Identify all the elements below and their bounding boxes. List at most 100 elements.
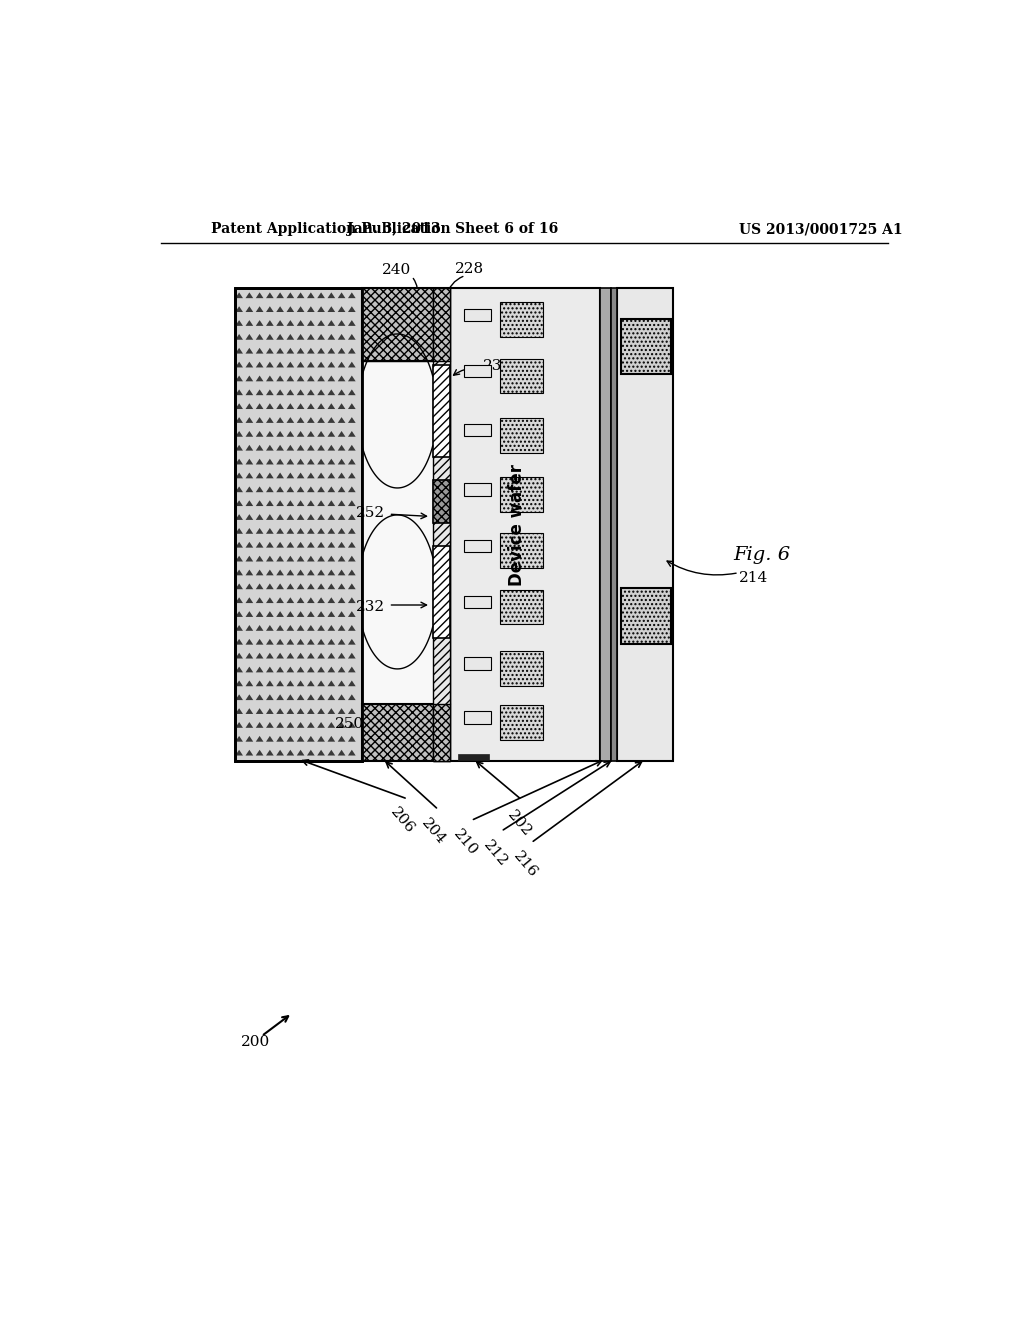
Polygon shape — [256, 708, 263, 714]
Polygon shape — [266, 653, 273, 659]
Polygon shape — [266, 556, 273, 561]
Polygon shape — [236, 583, 243, 589]
Polygon shape — [246, 362, 253, 367]
Polygon shape — [256, 500, 263, 506]
Polygon shape — [297, 722, 304, 727]
Polygon shape — [317, 362, 325, 367]
Polygon shape — [307, 376, 314, 381]
Text: 228: 228 — [455, 261, 484, 276]
Polygon shape — [338, 667, 345, 672]
Polygon shape — [297, 598, 304, 603]
Polygon shape — [338, 543, 345, 548]
Polygon shape — [338, 750, 345, 755]
Polygon shape — [276, 653, 284, 659]
Polygon shape — [236, 362, 243, 367]
Polygon shape — [276, 362, 284, 367]
Polygon shape — [276, 500, 284, 506]
Text: Device wafer: Device wafer — [509, 463, 526, 586]
Polygon shape — [276, 306, 284, 312]
Polygon shape — [287, 376, 294, 381]
Bar — [621, 318, 671, 374]
Polygon shape — [338, 556, 345, 561]
Bar — [500, 478, 543, 512]
Text: 216: 216 — [511, 849, 541, 880]
Polygon shape — [256, 737, 263, 742]
Polygon shape — [287, 750, 294, 755]
Polygon shape — [328, 515, 335, 520]
Polygon shape — [338, 376, 345, 381]
Polygon shape — [287, 667, 294, 672]
Polygon shape — [246, 667, 253, 672]
Polygon shape — [297, 515, 304, 520]
Polygon shape — [317, 750, 325, 755]
Polygon shape — [317, 708, 325, 714]
Polygon shape — [246, 556, 253, 561]
Polygon shape — [338, 473, 345, 478]
Polygon shape — [236, 389, 243, 395]
Polygon shape — [307, 430, 314, 437]
Polygon shape — [246, 543, 253, 548]
Polygon shape — [276, 417, 284, 422]
Polygon shape — [348, 459, 355, 465]
Polygon shape — [307, 556, 314, 561]
Polygon shape — [256, 694, 263, 700]
Polygon shape — [348, 583, 355, 589]
Polygon shape — [348, 404, 355, 409]
Bar — [500, 302, 543, 337]
Polygon shape — [266, 708, 273, 714]
Polygon shape — [338, 348, 345, 354]
Text: 230: 230 — [483, 359, 512, 374]
Polygon shape — [266, 417, 273, 422]
Polygon shape — [297, 583, 304, 589]
Polygon shape — [307, 528, 314, 533]
Polygon shape — [297, 653, 304, 659]
Polygon shape — [317, 639, 325, 644]
Polygon shape — [256, 750, 263, 755]
Polygon shape — [276, 556, 284, 561]
Polygon shape — [236, 334, 243, 339]
Polygon shape — [256, 528, 263, 533]
Polygon shape — [297, 445, 304, 450]
Polygon shape — [266, 500, 273, 506]
Polygon shape — [307, 417, 314, 422]
Polygon shape — [297, 293, 304, 298]
Polygon shape — [297, 626, 304, 631]
Polygon shape — [287, 459, 294, 465]
Polygon shape — [328, 362, 335, 367]
Polygon shape — [287, 417, 294, 422]
Polygon shape — [317, 653, 325, 659]
Polygon shape — [246, 487, 253, 492]
Polygon shape — [338, 404, 345, 409]
Polygon shape — [266, 722, 273, 727]
Text: 202: 202 — [505, 808, 535, 840]
Polygon shape — [348, 348, 355, 354]
Polygon shape — [256, 487, 263, 492]
Polygon shape — [348, 362, 355, 367]
Bar — [464, 540, 490, 552]
Polygon shape — [348, 667, 355, 672]
Polygon shape — [297, 681, 304, 686]
Polygon shape — [297, 694, 304, 700]
Polygon shape — [307, 611, 314, 616]
Bar — [464, 364, 490, 378]
Bar — [361, 360, 451, 704]
Polygon shape — [297, 543, 304, 548]
Polygon shape — [307, 653, 314, 659]
Polygon shape — [287, 515, 294, 520]
Polygon shape — [348, 750, 355, 755]
Polygon shape — [348, 445, 355, 450]
Polygon shape — [287, 653, 294, 659]
Polygon shape — [317, 528, 325, 533]
Bar — [234, 288, 361, 762]
Polygon shape — [276, 293, 284, 298]
Polygon shape — [246, 404, 253, 409]
Polygon shape — [348, 306, 355, 312]
Polygon shape — [307, 306, 314, 312]
Polygon shape — [348, 334, 355, 339]
Polygon shape — [348, 376, 355, 381]
Polygon shape — [328, 626, 335, 631]
Polygon shape — [307, 362, 314, 367]
Polygon shape — [328, 722, 335, 727]
Polygon shape — [266, 528, 273, 533]
Text: Fig. 6: Fig. 6 — [733, 546, 791, 564]
